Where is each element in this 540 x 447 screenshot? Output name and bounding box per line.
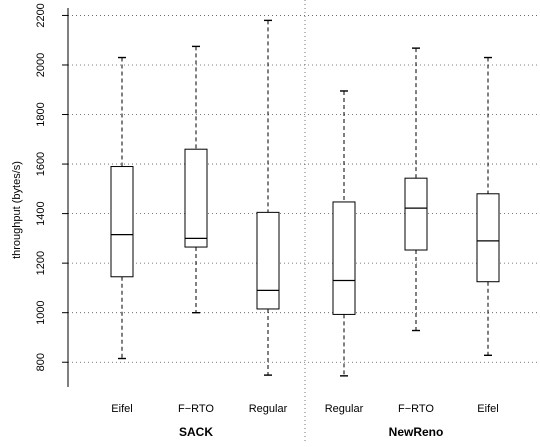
category-label-newreno-f-rto: F−RTO [398, 403, 434, 415]
category-label-newreno-eifel: Eifel [477, 403, 498, 415]
y-axis-title: throughput (bytes/s) [11, 161, 23, 259]
y-tick-label-1600: 1600 [35, 152, 47, 176]
box-layer [110, 19, 500, 377]
category-label-sack-f-rto: F−RTO [178, 403, 214, 415]
box-sack-regular [256, 211, 280, 310]
category-label-sack-eifel: Eifel [111, 403, 132, 415]
group-label-newreno: NewReno [389, 425, 444, 439]
y-tick-label-1800: 1800 [35, 102, 47, 126]
y-tick-label-800: 800 [35, 353, 47, 371]
y-tick-label-1000: 1000 [35, 300, 47, 324]
box-sack-f-rto [184, 148, 208, 248]
box-newreno-f-rto [404, 177, 428, 251]
box-newreno-eifel [476, 193, 500, 283]
y-tick-label-2200: 2200 [35, 3, 47, 27]
axis-layer [62, 8, 69, 387]
box-newreno-regular [332, 201, 356, 315]
box-sack-eifel [110, 166, 134, 278]
y-tick-label-2000: 2000 [35, 53, 47, 77]
category-label-sack-regular: Regular [249, 403, 288, 415]
y-tick-label-1200: 1200 [35, 251, 47, 275]
y-tick-label-1400: 1400 [35, 201, 47, 225]
category-label-newreno-regular: Regular [325, 403, 364, 415]
grid-layer [68, 15, 540, 363]
label-layer: 800 1000 1200 1400 1600 1800 2000 2200 Eifel F−RT… [35, 3, 499, 439]
group-label-sack: SACK [179, 425, 213, 439]
